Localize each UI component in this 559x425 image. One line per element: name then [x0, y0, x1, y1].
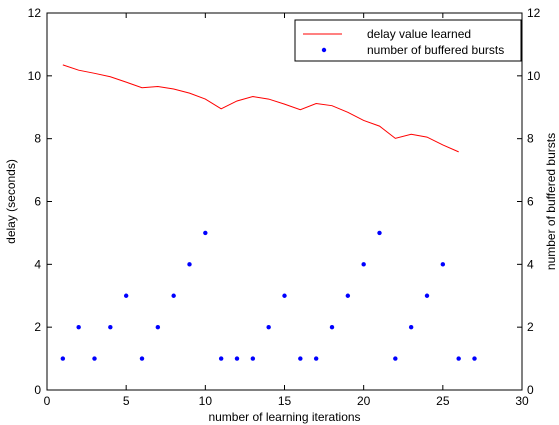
x-tick-label: 0	[44, 394, 51, 408]
data-point-bursts	[123, 293, 129, 298]
data-point-bursts	[472, 356, 477, 361]
series-layer	[60, 64, 477, 361]
data-point-bursts	[377, 230, 382, 236]
data-point-bursts	[266, 324, 271, 330]
x-tick-label: 5	[123, 394, 130, 408]
plot-frame	[46, 12, 523, 391]
data-point-bursts	[408, 324, 414, 330]
y2-tick-label: 6	[527, 195, 534, 209]
legend-box	[294, 19, 522, 62]
y-tick-label: 4	[34, 257, 41, 271]
y-axis-label: delay (seconds)	[4, 159, 18, 244]
y2-tick-label: 0	[527, 383, 534, 397]
data-point-bursts	[187, 262, 192, 267]
y2-axis-label: number of buffered bursts	[544, 133, 558, 270]
data-point-bursts	[76, 324, 81, 330]
data-point-bursts	[393, 356, 398, 361]
series-line-delay	[62, 64, 459, 153]
x-tick-label: 30	[515, 394, 529, 408]
data-point-bursts	[456, 356, 461, 361]
y-tick-label: 12	[28, 6, 42, 20]
data-point-bursts	[250, 356, 256, 361]
data-point-bursts	[139, 356, 145, 361]
data-point-bursts	[108, 324, 113, 330]
x-tick-label: 15	[278, 394, 292, 408]
y-tick-label: 0	[34, 383, 41, 397]
data-point-bursts	[440, 262, 446, 267]
data-point-bursts	[345, 293, 351, 298]
y2-tick-label: 10	[527, 69, 541, 83]
data-point-bursts	[218, 356, 224, 361]
data-point-bursts	[92, 356, 97, 361]
data-point-bursts	[424, 293, 430, 298]
y-tick-label: 2	[34, 320, 41, 334]
legend-dot-swatch	[321, 47, 327, 53]
data-point-bursts	[234, 356, 240, 361]
data-point-bursts	[171, 293, 176, 298]
y-tick-label: 8	[34, 132, 41, 146]
data-point-bursts	[282, 293, 287, 298]
legend: delay value learned number of buffered b…	[294, 19, 522, 62]
x-axis-label: number of learning iterations	[208, 410, 360, 424]
x-tick-label: 10	[199, 394, 213, 408]
y2-tick-label: 4	[527, 257, 534, 271]
y-tick-label: 6	[34, 195, 41, 209]
data-point-bursts	[313, 356, 319, 361]
y2-tick-label: 12	[527, 6, 541, 20]
x-tick-label: 25	[436, 394, 450, 408]
y-tick-label: 10	[28, 69, 42, 83]
legend-label-bursts: number of buffered bursts	[367, 43, 504, 57]
data-point-bursts	[298, 356, 303, 361]
legend-label-delay: delay value learned	[367, 27, 471, 41]
data-point-bursts	[329, 324, 335, 330]
data-point-bursts	[155, 324, 161, 330]
y2-tick-label: 2	[527, 320, 534, 334]
data-point-bursts	[60, 356, 66, 361]
data-point-bursts	[203, 230, 208, 236]
data-point-bursts	[361, 262, 366, 267]
x-tick-label: 20	[357, 394, 371, 408]
y2-tick-label: 8	[527, 132, 534, 146]
